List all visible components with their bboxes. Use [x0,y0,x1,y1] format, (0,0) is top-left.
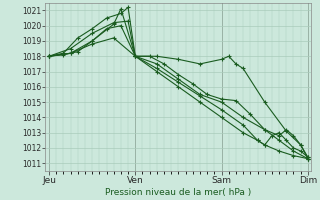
X-axis label: Pression niveau de la mer( hPa ): Pression niveau de la mer( hPa ) [105,188,252,197]
